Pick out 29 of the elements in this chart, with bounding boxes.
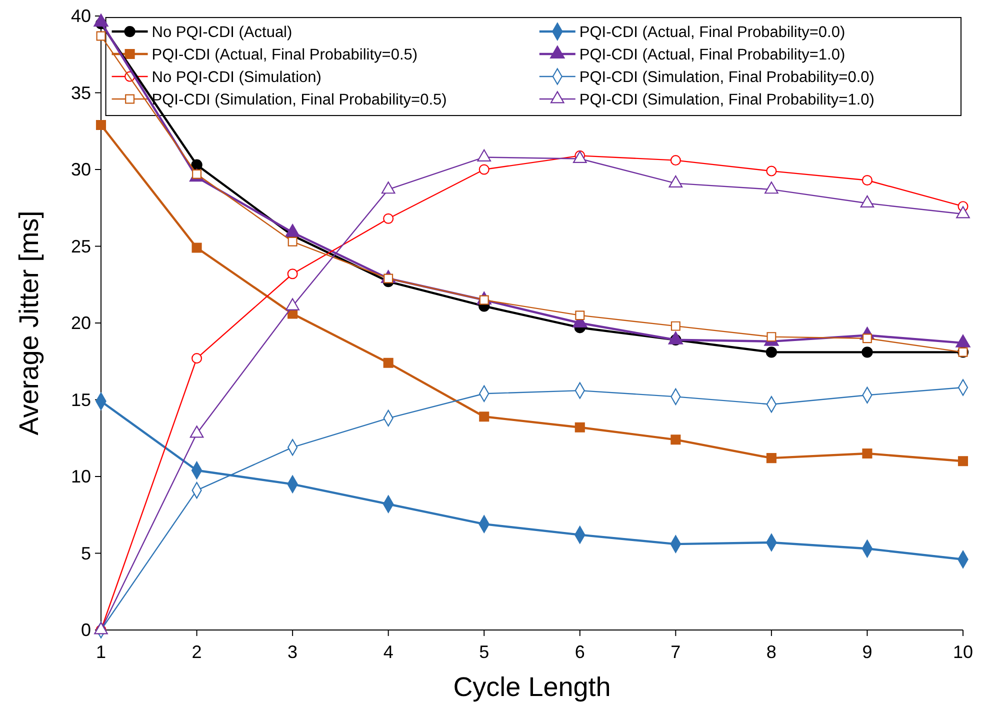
x-axis-title: Cycle Length xyxy=(453,672,611,702)
y-tick-label: 10 xyxy=(70,466,91,486)
legend-label: PQI-CDI (Simulation, Final Probability=0.5) xyxy=(152,92,447,109)
y-tick-label: 0 xyxy=(80,620,91,640)
y-tick-label: 40 xyxy=(70,6,91,26)
x-tick-label: 1 xyxy=(96,642,106,662)
x-tick-label: 3 xyxy=(288,642,298,662)
legend-label: No PQI-CDI (Simulation) xyxy=(152,69,322,86)
x-tick-label: 7 xyxy=(670,642,681,662)
y-tick-label: 20 xyxy=(70,313,91,333)
y-tick-label: 25 xyxy=(70,236,91,256)
x-tick-label: 2 xyxy=(192,642,202,662)
x-tick-label: 9 xyxy=(862,642,872,662)
y-tick-label: 35 xyxy=(70,82,91,103)
legend-label: PQI-CDI (Simulation, Final Probability=1.0) xyxy=(579,92,874,109)
x-tick-label: 5 xyxy=(479,642,490,662)
legend-label: PQI-CDI (Actual, Final Probability=0.0) xyxy=(579,24,846,42)
y-tick-label: 5 xyxy=(80,543,91,564)
y-axis-title: Average Jitter [ms] xyxy=(14,210,44,436)
x-tick-label: 8 xyxy=(766,642,776,662)
legend-label: No PQI-CDI (Actual) xyxy=(152,24,292,42)
legend-label: PQI-CDI (Actual, Final Probability=1.0) xyxy=(579,46,846,64)
x-tick-label: 10 xyxy=(952,642,974,662)
legend-label: PQI-CDI (Simulation, Final Probability=0.0) xyxy=(579,69,874,86)
y-tick-label: 15 xyxy=(70,390,91,410)
x-tick-label: 4 xyxy=(383,642,394,662)
x-tick-label: 6 xyxy=(574,642,585,662)
y-tick-label: 30 xyxy=(70,160,91,180)
legend-label: PQI-CDI (Actual, Final Probability=0.5) xyxy=(152,46,418,64)
